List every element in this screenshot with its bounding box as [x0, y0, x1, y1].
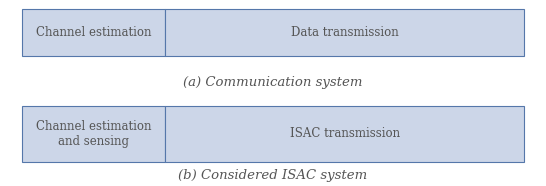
Bar — [165, 9, 524, 56]
Bar — [22, 9, 165, 56]
Text: Data transmission: Data transmission — [290, 26, 399, 39]
Text: ISAC transmission: ISAC transmission — [289, 127, 400, 140]
Text: (a) Communication system: (a) Communication system — [183, 76, 363, 89]
Text: (b) Considered ISAC system: (b) Considered ISAC system — [179, 169, 367, 182]
Bar — [22, 106, 165, 162]
Text: Channel estimation
and sensing: Channel estimation and sensing — [35, 120, 151, 148]
Text: Channel estimation: Channel estimation — [35, 26, 151, 39]
Bar — [165, 106, 524, 162]
